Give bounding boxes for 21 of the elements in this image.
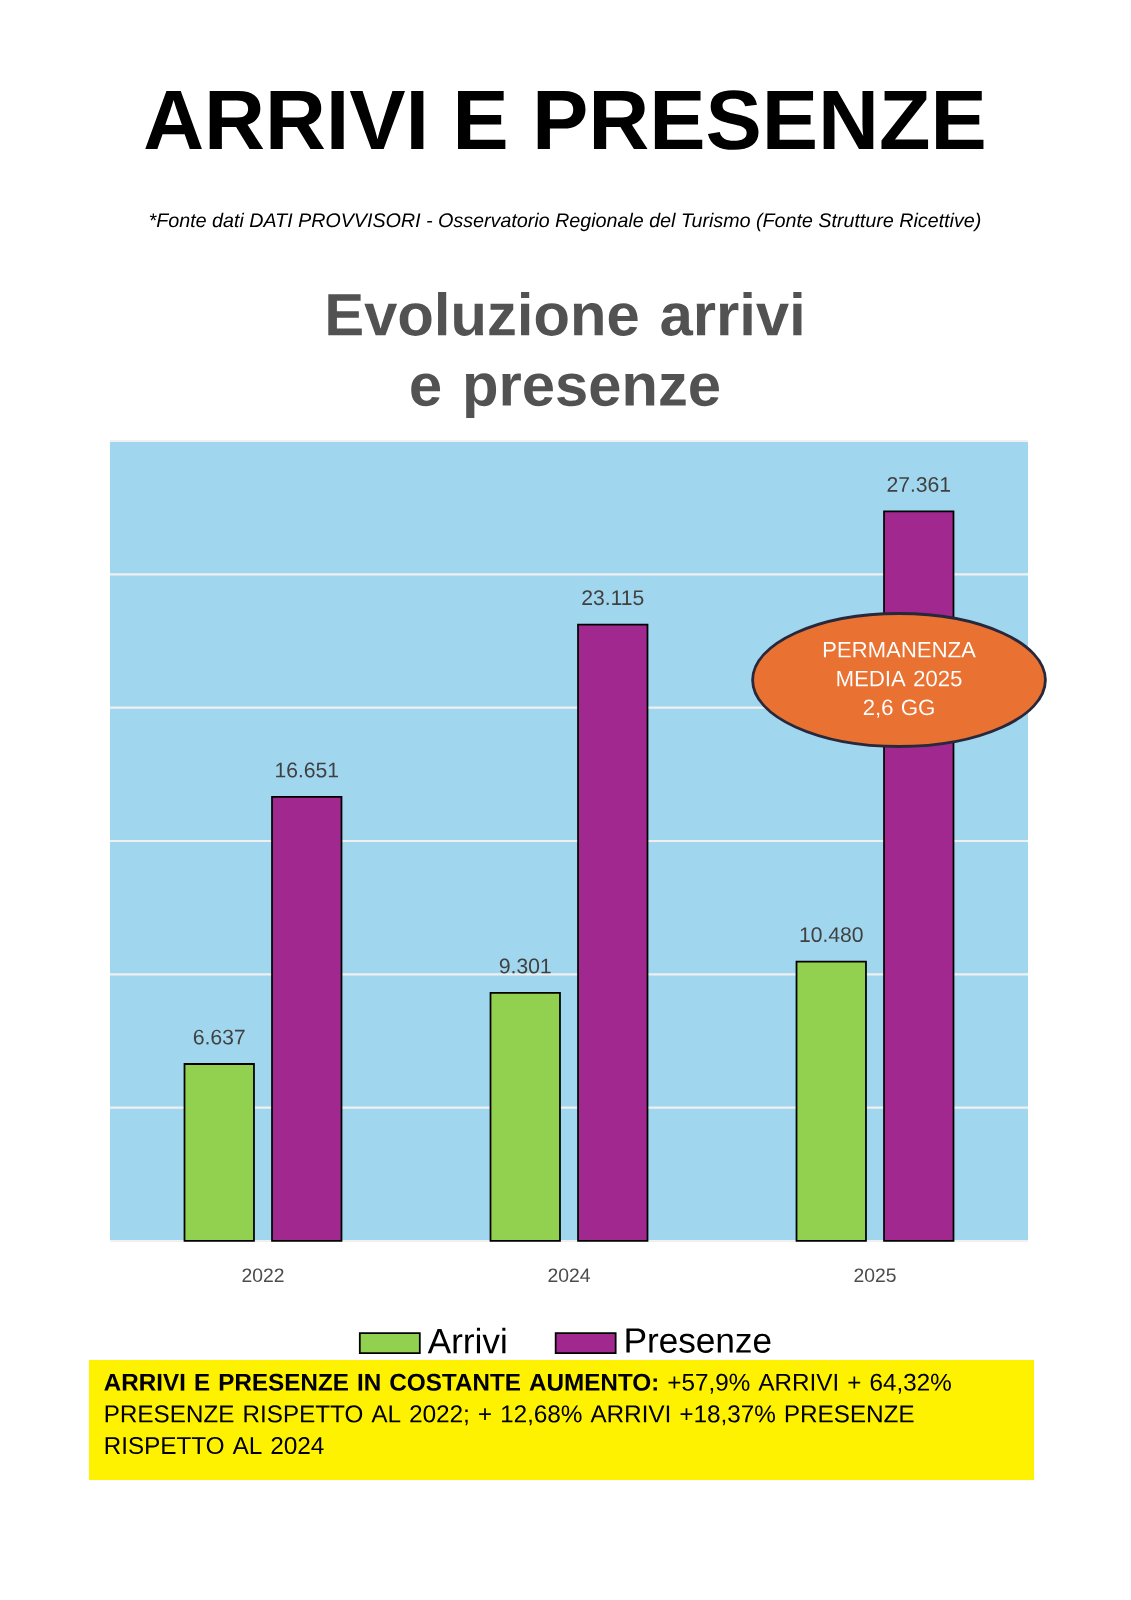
data-label: 10.480 [800,927,863,943]
bar [795,960,867,1242]
text: ARRIVI E PRESENZE IN COSTANTE AUMENTO: +57,9% ARRIVI + 64,32% PRESENZE RISPETTO AL 2022; + 12,68% ARRIVI +18,37% PRESENZE RISPETTO AL 2024 [104,1373,951,1455]
annotation: PERMANENZA MEDIA 2025 2,6 GG [823,642,976,718]
chart-title: ARRIVI E PRESENZE [145,90,984,150]
x-tick-label: 2022 [242,1268,284,1283]
bar [489,992,561,1242]
x-tick-label: 2024 [548,1268,590,1283]
legend-label: Presenze [626,1328,771,1353]
data-label: 23.115 [582,590,644,606]
x-tick-label: 2025 [854,1268,896,1283]
data-label: 6.637 [193,1029,245,1045]
bar [271,796,343,1242]
data-label: 16.651 [276,762,338,778]
legend-label: Arrivi [427,1327,506,1354]
text: *Fonte dati DATI PROVVISORI - Osservatorio Regionale del Turismo (Fonte Strutture Ricettive) [149,212,981,232]
data-label: 9.301 [499,958,551,974]
chart-subtitle: Evoluzione arrivi e presenze [328,292,802,418]
bar [577,623,649,1242]
data-label: 27.361 [887,477,950,492]
bar [183,1063,255,1242]
